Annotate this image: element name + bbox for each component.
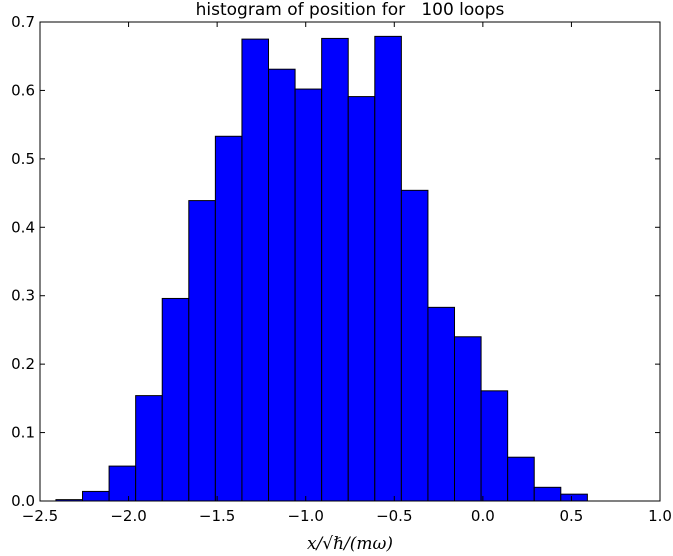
histogram-bar — [188, 200, 216, 502]
y-tick-label: 0.1 — [11, 424, 35, 442]
histogram-bar — [214, 135, 243, 502]
x-tick-label: 0.0 — [471, 507, 495, 525]
histogram-bar — [480, 390, 509, 502]
chart-title: histogram of position for 100 loops — [196, 0, 505, 20]
x-tick-labels: −2.5 −2.0 −1.5 −1.0 −0.5 0.0 0.5 1.0 — [22, 507, 672, 525]
y-tick-label: 0.2 — [11, 355, 35, 373]
histogram-bar — [374, 35, 402, 502]
histogram-bar — [108, 465, 137, 502]
x-tick-label: 0.5 — [559, 507, 583, 525]
histogram-bar — [161, 297, 190, 502]
histogram-bar — [321, 37, 349, 502]
x-tick-label: −1.0 — [287, 507, 323, 525]
y-tick-label: 0.5 — [11, 150, 35, 168]
ticks-group — [39, 21, 661, 502]
x-tick-label: 1.0 — [648, 507, 672, 525]
histogram-bar — [135, 395, 163, 502]
x-tick-label: −2.0 — [110, 507, 146, 525]
histogram-bar — [268, 68, 296, 502]
x-tick-label: −2.5 — [22, 507, 58, 525]
histogram-bar — [533, 486, 562, 502]
y-tick-labels: 0.0 0.1 0.2 0.3 0.4 0.5 0.6 0.7 — [11, 13, 35, 510]
histogram-bar — [560, 493, 588, 502]
histogram-bar — [294, 88, 323, 502]
x-tick-label: −1.5 — [199, 507, 235, 525]
y-tick-label: 0.4 — [11, 218, 35, 236]
x-axis-label: x/√ℏ/(mω) — [307, 534, 393, 554]
y-tick-label: 0.0 — [11, 492, 35, 510]
histogram-bar — [427, 306, 456, 502]
y-tick-label: 0.6 — [11, 81, 35, 99]
y-tick-label: 0.7 — [11, 13, 35, 31]
plot-frame — [39, 21, 661, 502]
histogram-bar — [347, 96, 376, 502]
histogram-bar — [507, 456, 535, 502]
histogram-bar — [454, 336, 482, 502]
y-tick-label: 0.3 — [11, 287, 35, 305]
histogram-bar — [241, 38, 270, 502]
histogram-bar — [82, 490, 110, 502]
histogram-bar — [400, 189, 429, 502]
x-tick-label: −0.5 — [376, 507, 412, 525]
bars-group — [55, 35, 588, 502]
